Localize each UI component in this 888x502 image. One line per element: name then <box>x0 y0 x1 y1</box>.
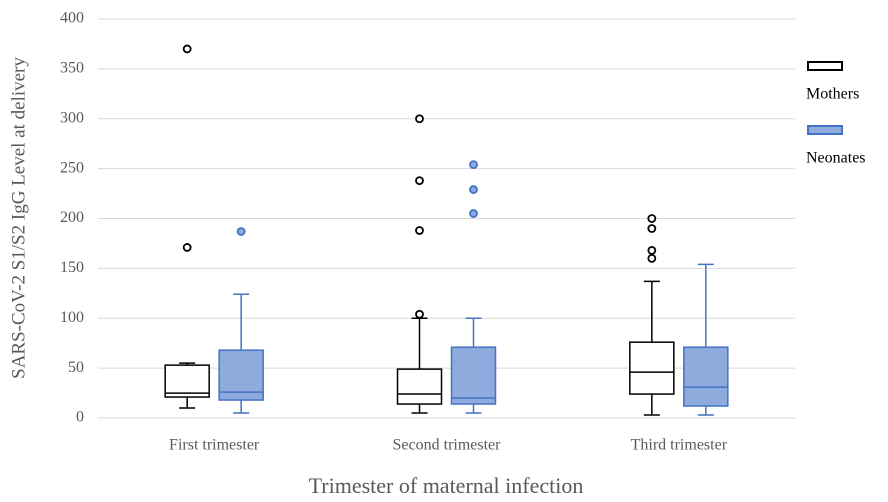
y-tick-label: 300 <box>60 109 84 126</box>
x-tick-label: First trimester <box>169 437 260 454</box>
outlier <box>415 176 424 185</box>
outlier <box>647 224 657 233</box>
legend-swatch <box>807 61 843 71</box>
y-tick-label: 400 <box>60 10 84 27</box>
y-tick-label: 350 <box>60 60 84 77</box>
y-tick-label: 50 <box>68 359 84 376</box>
y-axis-label: SARS-CoV-2 S1/S2 IgG Level at delivery <box>8 57 29 379</box>
y-tick-label: 100 <box>60 309 84 326</box>
outlier <box>182 44 192 54</box>
box <box>683 346 729 407</box>
outlier <box>469 185 478 194</box>
legend-swatch <box>807 125 843 135</box>
box <box>164 364 210 398</box>
outlier <box>469 160 478 170</box>
outlier <box>415 226 424 235</box>
outlier <box>647 253 657 263</box>
x-tick-label: Third trimester <box>631 437 728 454</box>
box <box>450 346 497 405</box>
y-tick-label: 150 <box>60 259 84 276</box>
outlier <box>182 243 192 252</box>
x-axis-label: Trimester of maternal infection <box>309 473 584 498</box>
outlier <box>647 214 657 223</box>
x-tick-label: Second trimester <box>393 437 502 454</box>
outlier <box>647 246 657 255</box>
legend-label: Mothers <box>806 86 859 103</box>
box <box>396 368 443 405</box>
y-tick-label: 200 <box>60 209 84 226</box>
outlier <box>415 309 424 319</box>
legend-label: Neonates <box>806 150 866 167</box>
outlier <box>415 114 424 124</box>
outlier <box>236 227 246 236</box>
outlier <box>469 209 478 218</box>
y-tick-label: 250 <box>60 159 84 176</box>
y-tick-label: 0 <box>76 409 84 426</box>
box <box>629 341 675 395</box>
